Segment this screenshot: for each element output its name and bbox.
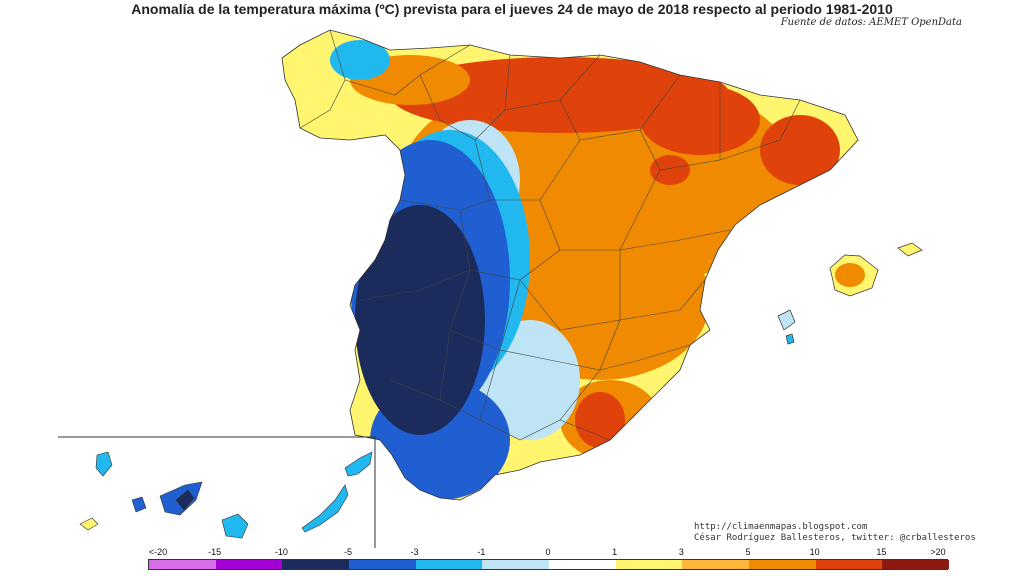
canary-inset-frame	[58, 436, 376, 548]
legend-bar	[148, 559, 949, 570]
legend-tick: 3	[678, 547, 684, 557]
legend-swatch	[548, 560, 616, 569]
legend-swatch	[282, 560, 349, 569]
legend-swatch	[615, 560, 683, 569]
author-credit: César Rodríguez Ballesteros, twitter: @c…	[694, 533, 976, 543]
credit-block: http://climaenmapas.blogspot.com César R…	[694, 522, 976, 544]
legend-tick: <-20	[148, 547, 168, 557]
legend-swatch	[348, 560, 416, 569]
legend-swatch	[215, 560, 283, 569]
legend-tick: 1	[612, 547, 618, 557]
legend-tick: -15	[208, 547, 222, 557]
legend-tick: 0	[545, 547, 551, 557]
legend-tick: 10	[809, 547, 820, 557]
legend-swatch	[882, 560, 949, 569]
legend-swatch	[815, 560, 883, 569]
legend-swatch	[682, 560, 749, 569]
legend-swatch	[415, 560, 483, 569]
map-title: Anomalía de la temperatura máxima (ºC) p…	[131, 1, 893, 17]
legend-tick: 5	[745, 547, 751, 557]
legend-tick: -3	[410, 547, 419, 557]
legend-tick: >20	[930, 547, 946, 557]
peninsula-coastline	[281, 29, 859, 501]
balearic-coastline	[777, 242, 923, 345]
legend-swatch	[482, 560, 549, 569]
color-legend: <-20 -15 -10 -5 -3 -1 0 1 3 5 10 15 >20	[148, 547, 949, 576]
blog-url: http://climaenmapas.blogspot.com	[694, 522, 868, 532]
legend-tick: -10	[274, 547, 288, 557]
province-boundaries	[299, 29, 801, 441]
legend-tick: -1	[477, 547, 486, 557]
canary-islands	[79, 451, 373, 539]
legend-tick: 15	[876, 547, 887, 557]
legend-tick: -5	[343, 547, 353, 557]
legend-swatch	[149, 560, 216, 569]
legend-swatch	[748, 560, 816, 569]
balearic-field	[778, 243, 922, 344]
data-source-note: Fuente de datos: AEMET OpenData	[780, 17, 962, 28]
